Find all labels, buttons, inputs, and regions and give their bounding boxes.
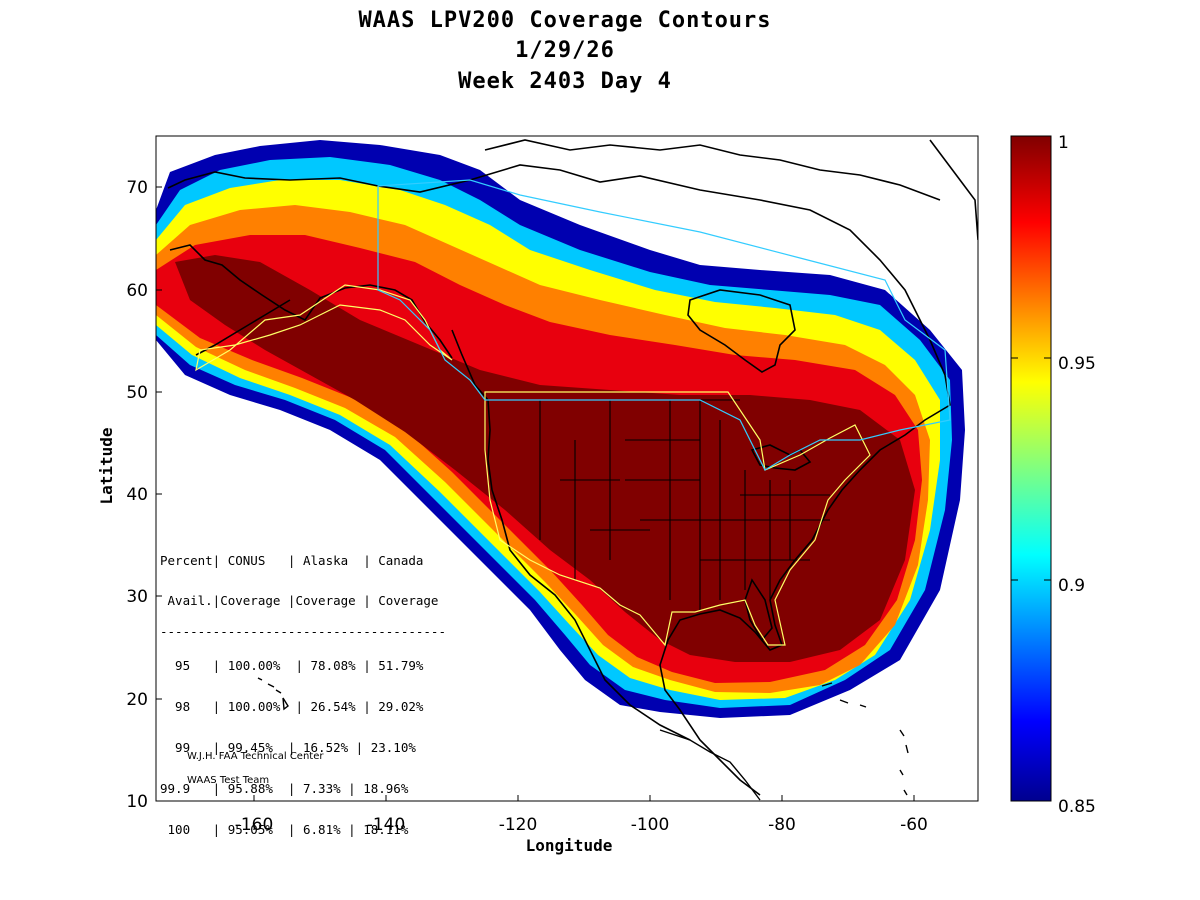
colorbar-ticks	[1011, 135, 1051, 802]
x-tick-label: -160	[235, 815, 274, 835]
chart-title-line3: Week 2403 Day 4	[458, 69, 672, 94]
stats-row: 100 | 95.05% | 6.81% | 18.11%	[160, 822, 409, 837]
colorbar-tick-label: 0.85	[1058, 797, 1096, 817]
y-axis-label: Latitude	[97, 427, 116, 504]
stats-row: 99 | 99.45% | 16.52% | 23.10%	[160, 740, 416, 755]
conus-boundary	[484, 391, 871, 647]
y-tick-label: 10	[126, 792, 148, 812]
west-coastline	[451, 329, 691, 741]
islands	[257, 677, 909, 801]
central-america	[659, 729, 761, 801]
caribbean-islands	[821, 682, 909, 796]
colorbar-tick-label: 0.9	[1058, 576, 1085, 596]
colorbar-tick-label: 0.95	[1058, 354, 1096, 374]
hawaii-islands	[257, 677, 289, 711]
y-tick-label: 20	[126, 690, 148, 710]
x-tick-label: -60	[900, 815, 928, 835]
hudson-bay	[687, 289, 796, 373]
chart-title-line2: 1/29/26	[515, 38, 615, 63]
y-tick-label: 70	[126, 178, 148, 198]
x-tick-label: -140	[367, 815, 406, 835]
stats-row: 98 | 100.00% | 26.54% | 29.02%	[160, 699, 424, 714]
region-boundaries	[195, 179, 951, 647]
coverage-stats-table: Percent| CONUS | Alaska | Canada Avail.|…	[160, 530, 446, 861]
credit-line: WAAS Test Team	[187, 775, 270, 786]
colorbar	[1010, 135, 1052, 802]
x-tick-label: -120	[499, 815, 538, 835]
credit-line: W.J.H. FAA Technical Center	[187, 751, 324, 762]
y-tick-label: 50	[126, 383, 148, 403]
plot-frame	[155, 135, 979, 802]
credit-note: W.J.H. FAA Technical Center WAAS Test Te…	[187, 739, 323, 799]
stats-header: Percent| CONUS | Alaska | Canada	[160, 552, 424, 568]
stats-row: 99.9 | 95.88% | 7.33% | 18.96%	[160, 781, 409, 796]
y-tick-label: 40	[126, 485, 148, 505]
north-america-coastline	[167, 164, 951, 796]
y-tick-label: 30	[126, 587, 148, 607]
stats-divider: --------------------------------------	[160, 623, 446, 639]
x-tick-label: -100	[631, 815, 670, 835]
stats-row: 95 | 100.00% | 78.08% | 51.79%	[160, 658, 424, 673]
great-lakes	[750, 444, 812, 471]
canada-boundary	[377, 179, 951, 471]
axis-ticks	[156, 186, 915, 801]
arctic-islands	[484, 139, 941, 201]
alaska-boundary	[195, 284, 453, 372]
greenland	[929, 139, 978, 241]
x-axis-label: Longitude	[526, 836, 613, 855]
y-tick-label: 60	[126, 281, 148, 301]
colorbar-tick-label: 1	[1058, 133, 1069, 153]
chart-title-line1: WAAS LPV200 Coverage Contours	[358, 8, 772, 33]
stats-header: Avail.|Coverage |Coverage | Coverage	[160, 592, 439, 608]
x-tick-label: -80	[768, 815, 796, 835]
